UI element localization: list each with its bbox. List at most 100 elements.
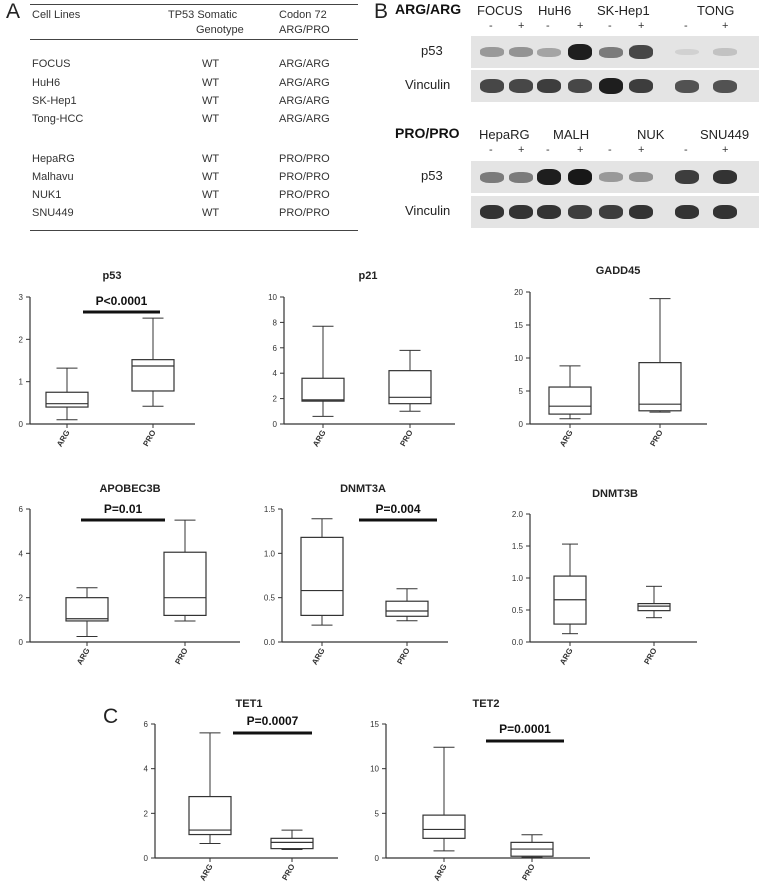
codon72-value: PRO/PRO: [279, 153, 330, 165]
codon72-value: PRO/PRO: [279, 171, 330, 183]
box-iqr: [270, 837, 314, 850]
codon72-value: PRO/PRO: [279, 207, 330, 219]
cell-line-name: HuH6: [32, 77, 61, 89]
box-iqr: [188, 795, 232, 836]
blot-cell-line-name: TONG: [697, 3, 735, 18]
blot-band-p53: [537, 47, 561, 57]
treatment-plus: +: [577, 144, 584, 156]
y-tick-label: 0.0: [512, 638, 524, 647]
y-tick-label: 0: [144, 854, 149, 863]
p-value-label: P=0.004: [375, 502, 420, 516]
genotype-group-label: ARG/ARG: [395, 1, 462, 17]
x-tick-label: ARG: [311, 429, 328, 449]
y-tick-label: 2.0: [512, 510, 524, 519]
treatment-plus: +: [638, 20, 645, 32]
x-tick-label: ARG: [75, 647, 92, 667]
chart-title: DNMT3B: [592, 488, 638, 500]
box-iqr: [548, 386, 592, 415]
blot-band-vinculin: [568, 205, 592, 219]
box-iqr: [637, 602, 671, 612]
y-tick-label: 15: [514, 321, 523, 330]
y-tick-label: 15: [370, 720, 379, 729]
blot-cell-line-name: NUK: [637, 127, 665, 142]
cell-line-name: HepaRG: [32, 153, 75, 165]
y-tick-label: 0: [273, 420, 278, 429]
y-tick-label: 5: [519, 387, 524, 396]
header-codon72-line1: Codon 72: [279, 9, 327, 21]
blot-band-vinculin: [537, 79, 561, 93]
blot-band-p53: [509, 47, 533, 57]
chart-title: DNMT3A: [340, 483, 386, 495]
row-label-vinculin: Vinculin: [405, 77, 451, 92]
codon72-value: ARG/ARG: [279, 113, 330, 125]
y-tick-label: 20: [514, 288, 523, 297]
y-tick-label: 1.5: [512, 542, 524, 551]
box-iqr: [301, 377, 345, 402]
row-label-p53: p53: [421, 43, 443, 58]
western-blot-panel: ARG/ARG FOCUS HuH6 SK-Hep1 TONG - + - + - + - + p53 Vi…: [375, 0, 778, 232]
blot-band-vinculin: [480, 79, 504, 93]
y-tick-label: 2: [19, 594, 24, 603]
cell-line-name: SNU449: [32, 207, 74, 219]
x-tick-label: PRO: [141, 429, 157, 449]
treatment-plus: +: [722, 144, 729, 156]
header-genotype-line2: Genotype: [196, 24, 244, 36]
x-tick-label: PRO: [395, 647, 411, 667]
blot-band-p53: [480, 171, 504, 183]
cell-line-name: NUK1: [32, 189, 62, 201]
box-iqr: [422, 814, 466, 839]
y-tick-label: 5: [375, 809, 380, 818]
chart-title: GADD45: [596, 265, 641, 277]
cell-line-table: Cell Lines TP53 Somatic Genotype Codon 7…: [30, 0, 358, 232]
y-tick-label: 1.5: [264, 505, 276, 514]
x-tick-label: ARG: [558, 429, 575, 449]
treatment-minus: -: [608, 144, 612, 156]
blot-band-vinculin: [568, 79, 592, 93]
panel-label-b: B: [374, 0, 389, 23]
blot-cell-line-name: SK-Hep1: [597, 3, 650, 18]
chart-title: APOBEC3B: [99, 483, 160, 495]
x-tick-label: PRO: [642, 647, 658, 667]
blot-cell-line-name: MALH: [553, 127, 590, 142]
y-tick-label: 4: [273, 369, 278, 378]
blot-band-p53: [480, 47, 504, 57]
y-tick-label: 4: [144, 765, 149, 774]
blot-band-p53: [599, 172, 623, 182]
blot-band-vinculin: [675, 204, 699, 220]
y-tick-label: 4: [19, 549, 24, 558]
table-top-rule: [30, 4, 358, 5]
box-iqr: [638, 362, 682, 412]
row-label-p53: p53: [421, 168, 443, 183]
y-tick-label: 0.5: [512, 606, 524, 615]
header-genotype-line1: TP53 Somatic: [168, 9, 238, 21]
y-tick-label: 10: [370, 765, 379, 774]
header-codon72-line2: ARG/PRO: [279, 24, 330, 36]
treatment-minus: -: [684, 144, 688, 156]
blot-band-p53: [537, 169, 561, 185]
box-iqr: [388, 370, 432, 405]
x-tick-label: ARG: [310, 647, 327, 667]
box-iqr: [65, 597, 109, 622]
y-tick-label: 2: [273, 395, 278, 404]
panel-label-c: C: [103, 705, 119, 728]
genotype-value: WT: [202, 95, 220, 107]
blot-band-p53: [675, 170, 699, 184]
treatment-plus: +: [518, 20, 525, 32]
x-tick-label: ARG: [432, 863, 449, 883]
box-iqr: [385, 600, 429, 617]
header-cell-lines: Cell Lines: [32, 9, 81, 21]
blot-band-p53: [675, 48, 699, 56]
p-value-label: P=0.0007: [247, 714, 299, 728]
x-tick-label: PRO: [520, 863, 536, 883]
y-tick-label: 2: [144, 809, 149, 818]
x-tick-label: ARG: [558, 647, 575, 667]
x-tick-label: ARG: [198, 863, 215, 883]
blot-band-vinculin: [675, 79, 699, 93]
codon72-value: ARG/ARG: [279, 77, 330, 89]
blot-band-vinculin: [509, 204, 533, 220]
y-tick-label: 0.5: [264, 594, 276, 603]
box-iqr: [131, 359, 175, 392]
blot-cell-line-name: FOCUS: [477, 3, 523, 18]
blot-band-p53: [509, 171, 533, 183]
